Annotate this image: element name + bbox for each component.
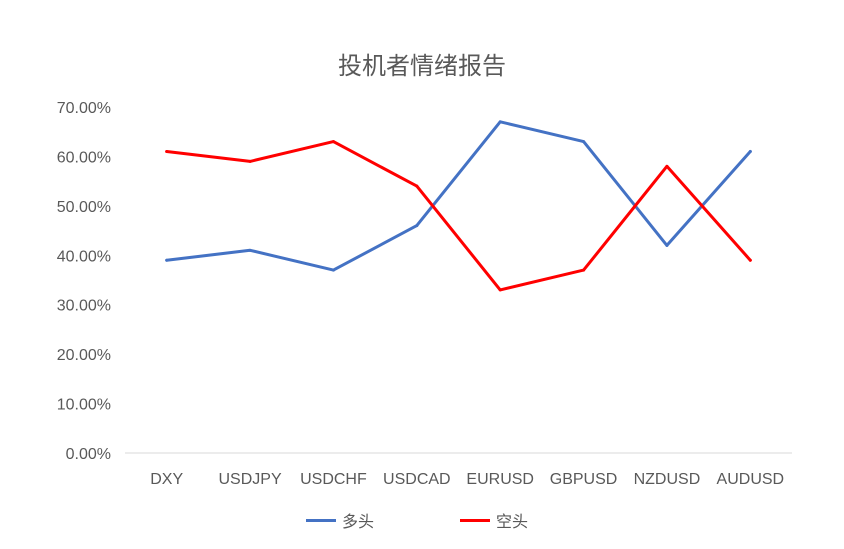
data-point-long xyxy=(665,243,669,247)
data-point-short xyxy=(498,288,502,292)
series-line-short xyxy=(165,140,752,292)
legend-label-long: 多头 xyxy=(342,512,375,531)
y-tick-label: 30.00% xyxy=(57,298,111,315)
data-point-long xyxy=(498,120,502,124)
legend-swatch-long xyxy=(306,518,336,522)
y-tick-label: 0.00% xyxy=(66,446,111,463)
y-tick-label: 60.00% xyxy=(57,149,111,166)
data-point-short xyxy=(582,268,586,272)
data-point-long xyxy=(415,224,419,228)
x-tick-label: GBPUSD xyxy=(550,471,618,488)
x-tick-label: USDJPY xyxy=(219,471,282,488)
data-point-short xyxy=(331,140,335,144)
data-point-short xyxy=(248,159,252,163)
data-point-long xyxy=(248,248,252,252)
x-tick-label: USDCHF xyxy=(300,471,367,488)
y-tick-label: 10.00% xyxy=(57,397,111,414)
chart-title: 投机者情绪报告 xyxy=(338,52,506,80)
legend-swatch-short xyxy=(460,518,490,522)
y-tick-label: 20.00% xyxy=(57,347,111,364)
x-tick-label: NZDUSD xyxy=(634,471,701,488)
data-point-long xyxy=(165,258,169,262)
legend: 多头 空头 xyxy=(0,508,844,532)
data-point-short xyxy=(165,149,169,153)
legend-item-long: 多头 xyxy=(306,508,374,532)
data-point-long xyxy=(582,140,586,144)
legend-item-short: 空头 xyxy=(460,508,528,532)
y-tick-label: 40.00% xyxy=(57,248,111,265)
data-point-short xyxy=(665,164,669,168)
data-point-long xyxy=(748,149,752,153)
x-tick-label: DXY xyxy=(150,471,183,488)
legend-label-short: 空头 xyxy=(496,512,529,531)
x-tick-label: USDCAD xyxy=(383,471,451,488)
series-line-long xyxy=(165,120,752,272)
data-point-short xyxy=(748,258,752,262)
y-tick-label: 70.00% xyxy=(57,100,111,117)
y-tick-label: 50.00% xyxy=(57,199,111,216)
data-point-long xyxy=(331,268,335,272)
data-point-short xyxy=(415,184,419,188)
x-tick-label: AUDUSD xyxy=(717,471,785,488)
x-tick-label: EURUSD xyxy=(466,471,534,488)
